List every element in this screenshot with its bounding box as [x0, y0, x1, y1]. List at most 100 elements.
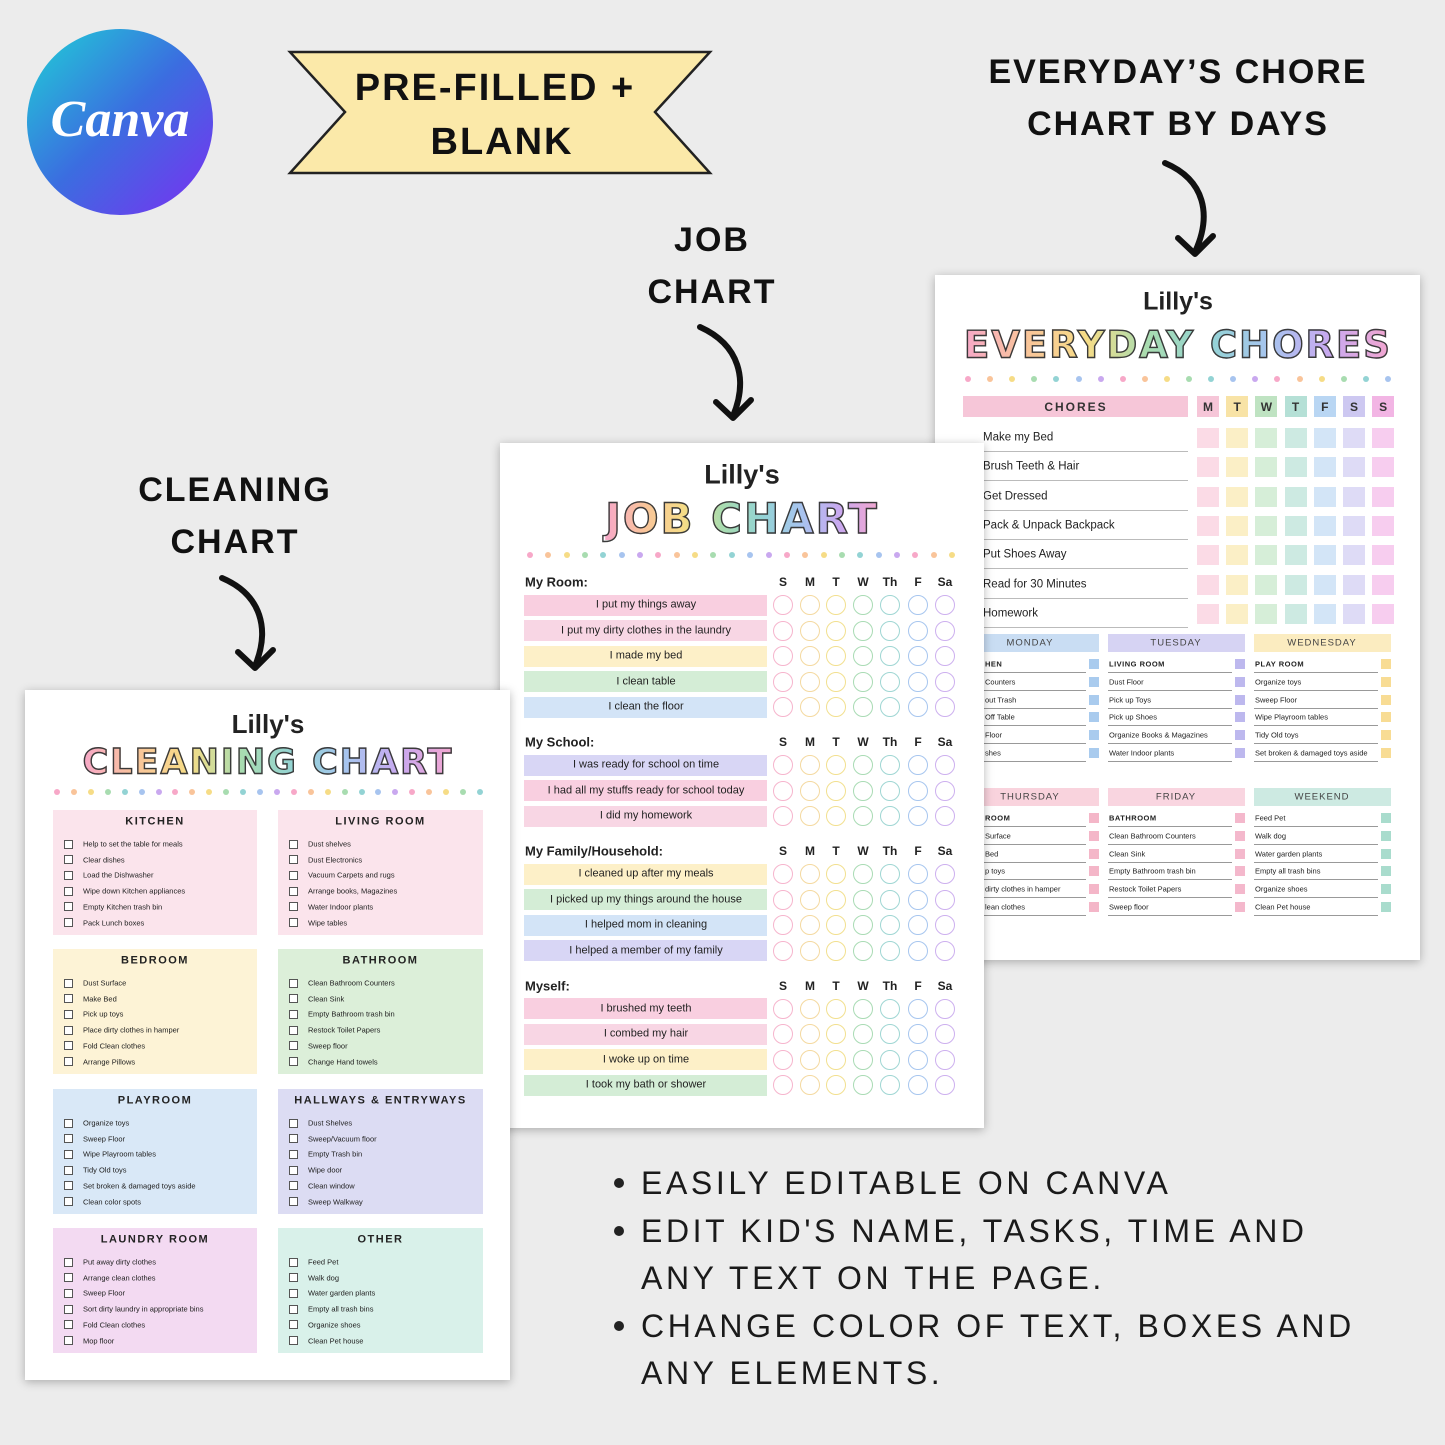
dot	[728, 552, 735, 558]
smiley	[853, 806, 873, 826]
smiley	[826, 915, 846, 935]
day-header: S	[778, 575, 788, 589]
chore-checkbox	[1197, 574, 1219, 595]
smiley	[880, 671, 900, 692]
chore-checkbox	[1255, 486, 1278, 507]
card-name: Lilly's	[231, 709, 305, 739]
rule	[1254, 743, 1378, 745]
task: I took my bath or shower	[585, 1078, 707, 1091]
dot	[70, 789, 77, 795]
chore-checkbox	[1197, 515, 1219, 536]
section-title: HALLWAYS & ENTRYWAYS	[294, 1094, 467, 1107]
task: I clean the floor	[608, 700, 684, 713]
checkbox	[289, 1149, 298, 1159]
rule	[1254, 725, 1378, 727]
rule	[962, 761, 1086, 762]
chore-item: Arrange books, Magazines	[308, 886, 398, 896]
chore-checkbox	[1255, 457, 1278, 478]
day-checkbox	[1089, 884, 1099, 895]
chore: Homework	[983, 607, 1038, 620]
dot	[1340, 376, 1347, 382]
chore-item: Organize shoes	[308, 1320, 361, 1330]
chore-checkbox	[1197, 457, 1219, 478]
smiley	[935, 671, 955, 692]
day-header: Sa	[937, 978, 953, 993]
day-list-title: THURSDAY	[1000, 791, 1060, 803]
dot	[1119, 376, 1126, 382]
smiley	[853, 595, 873, 615]
smiley	[800, 697, 820, 717]
smiley	[880, 646, 900, 666]
dot	[138, 789, 145, 795]
smiley	[880, 889, 900, 910]
day-header: S	[1379, 400, 1388, 414]
checkbox	[289, 1134, 298, 1144]
day-checkbox	[1089, 902, 1099, 912]
dot	[1296, 376, 1303, 382]
day-list-item: Pick up Shoes	[1109, 712, 1157, 722]
day-header: W	[857, 575, 869, 589]
chore-checkbox	[1343, 603, 1365, 624]
task: I helped a member of my family	[569, 944, 723, 956]
day-list-item: lean clothes	[985, 902, 1026, 912]
chore-checkbox	[1197, 428, 1219, 448]
day-header: F	[914, 978, 922, 993]
chore-item: Dust Shelves	[308, 1118, 353, 1128]
checkbox	[64, 978, 73, 988]
rule	[962, 672, 1086, 673]
day-list-item: Sweep floor	[1109, 902, 1149, 912]
rule	[1254, 843, 1378, 845]
task: I had all my stuffs ready for school tod…	[547, 784, 745, 796]
task-bar	[524, 998, 767, 1019]
section-box	[278, 1089, 483, 1214]
checkbox	[64, 1041, 73, 1051]
smiley	[853, 1049, 873, 1070]
day-list-title: FRIDAY	[1155, 791, 1197, 803]
smiley	[826, 889, 846, 910]
day-header: F	[1321, 400, 1329, 414]
checkbox	[64, 1165, 73, 1175]
dot	[290, 789, 297, 795]
day-checkbox	[1089, 830, 1099, 841]
day-checkbox	[1235, 730, 1245, 741]
bullet	[614, 1178, 624, 1188]
smiley	[800, 755, 820, 775]
chore-checkbox	[1284, 457, 1307, 478]
smiley	[800, 620, 820, 641]
day-header: M	[805, 978, 815, 993]
day-list-item: out Trash	[985, 694, 1017, 704]
day-header: Th	[882, 844, 898, 858]
chore-item: Dust Surface	[83, 978, 127, 988]
day-list-item: dirty clothes in hamper	[985, 884, 1061, 894]
rule	[962, 915, 1086, 916]
smiley	[880, 620, 900, 641]
dot	[443, 789, 450, 795]
chore-item: Fold Clean clothes	[83, 1320, 146, 1330]
dot	[965, 376, 971, 382]
smiley	[853, 1075, 873, 1095]
dot	[1274, 376, 1281, 382]
day-header: W	[1260, 400, 1273, 414]
section-title: BATHROOM	[342, 954, 419, 967]
dot	[1186, 376, 1193, 382]
checkbox	[64, 1149, 73, 1159]
smiley	[773, 940, 793, 961]
rule	[1108, 861, 1232, 863]
smiley	[853, 889, 873, 910]
chore-checkbox	[1255, 603, 1278, 624]
dot	[1385, 376, 1391, 382]
section-heading: CHART BY DAYS	[1027, 105, 1329, 143]
checkbox	[289, 870, 298, 880]
day-header: T	[832, 978, 840, 993]
day-list-title: TUESDAY	[1150, 637, 1202, 649]
task: I cleaned up after my meals	[578, 867, 714, 880]
section-heading: JOB	[674, 221, 750, 259]
section-title: BEDROOM	[121, 954, 189, 967]
day-list-item: Restock Toilet Papers	[1109, 884, 1182, 894]
rule	[965, 597, 1188, 599]
smiley	[800, 780, 820, 801]
chore-item: Feed Pet	[308, 1257, 339, 1267]
smiley	[935, 864, 955, 884]
rule	[1254, 915, 1378, 916]
dot	[637, 552, 644, 558]
